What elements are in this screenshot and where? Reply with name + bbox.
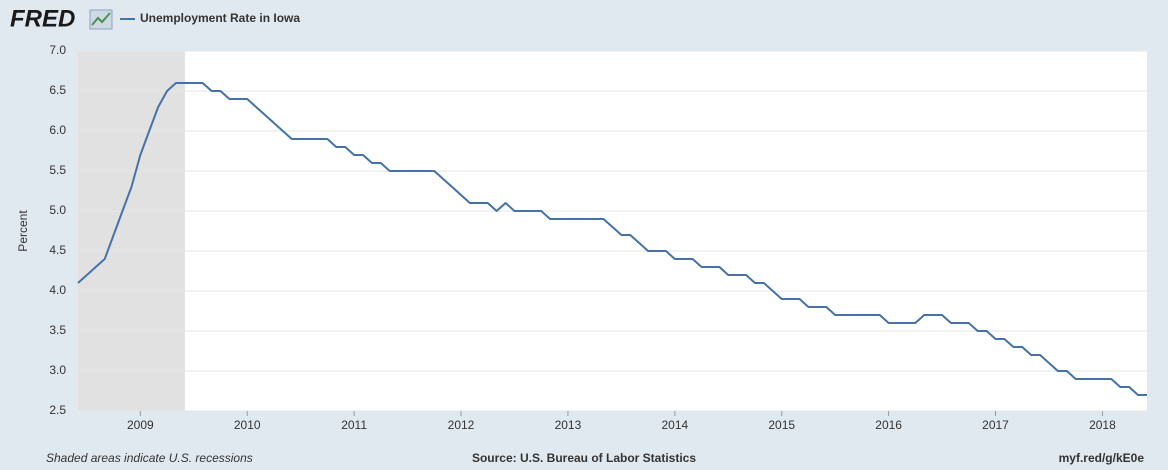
y-tick-label: 7.0 [49,43,66,57]
x-tick-label: 2011 [341,418,367,432]
y-axis-label: Percent [16,210,30,252]
x-tick-label: 2017 [982,418,1009,432]
x-tick-label: 2016 [875,418,902,432]
y-tick-label: 5.5 [49,163,66,177]
recession-shade [78,51,185,411]
logo-icon [89,9,113,30]
y-tick-label: 4.0 [49,283,66,297]
legend-label: Unemployment Rate in Iowa [140,11,300,25]
x-tick-label: 2009 [127,418,154,432]
x-tick-label: 2018 [1089,418,1116,432]
y-tick-label: 6.0 [49,123,66,137]
y-tick-label: 2.5 [49,403,66,417]
logo: FRED [10,5,75,32]
y-tick-label: 4.5 [49,243,66,257]
x-tick-label: 2012 [448,418,475,432]
footer-link[interactable]: myf.red/g/kE0e [1059,451,1145,465]
y-tick-label: 3.5 [49,323,66,337]
x-tick-label: 2014 [661,418,688,432]
x-tick-label: 2010 [234,418,261,432]
footer-note: Shaded areas indicate U.S. recessions [46,451,253,465]
plot-area [78,51,1147,411]
x-tick-label: 2015 [768,418,795,432]
footer-source: Source: U.S. Bureau of Labor Statistics [472,451,696,465]
y-tick-label: 3.0 [49,363,66,377]
x-tick-label: 2013 [555,418,582,432]
series-line [77,82,1147,396]
y-tick-label: 6.5 [49,83,66,97]
y-tick-label: 5.0 [49,203,66,217]
